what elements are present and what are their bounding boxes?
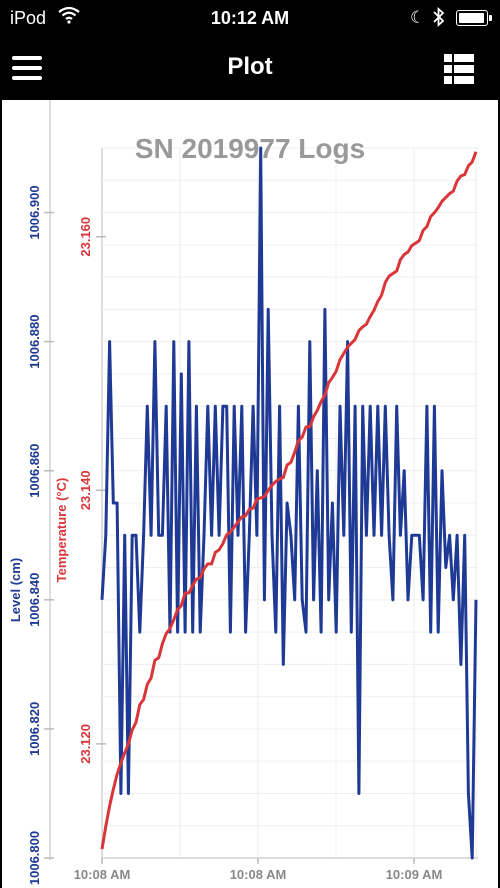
- plot-area[interactable]: 1006.800 1006.820 1006.840 1006.860 1006.880…: [2, 100, 498, 888]
- left-tick-label: 1006.880: [27, 315, 42, 369]
- x-tick-label: 10:09 AM: [386, 867, 443, 882]
- left-tick-label: 1006.800: [27, 831, 42, 885]
- left-tick-label: 1006.840: [27, 573, 42, 627]
- x-tick-label: 10:08 AM: [74, 867, 131, 882]
- nav-title: Plot: [227, 53, 273, 80]
- battery-icon: [456, 10, 492, 26]
- x-tick-label: 10:08 AM: [230, 867, 287, 882]
- temperature-series-line: [100, 151, 478, 850]
- nav-bar: Plot: [0, 36, 500, 100]
- level-series-line: [100, 146, 478, 860]
- menu-icon[interactable]: [10, 52, 50, 84]
- left-tick-label: 1006.860: [27, 444, 42, 498]
- status-bar: iPod 10:12 AM ☾: [0, 0, 500, 36]
- carrier-label: iPod: [10, 8, 47, 28]
- right-tick-label: 23.140: [78, 470, 93, 510]
- list-icon[interactable]: [440, 52, 480, 86]
- wifi-icon: [58, 6, 80, 24]
- left-axis-title: Level (cm): [8, 558, 23, 622]
- left-tick-label: 1006.820: [27, 702, 42, 756]
- right-tick-label: 23.160: [78, 217, 93, 257]
- battery-level: [459, 13, 484, 23]
- right-axis-title: Temperature (°C): [54, 478, 69, 583]
- status-time: 10:12 AM: [210, 8, 290, 28]
- left-tick-label: 1006.900: [27, 185, 42, 239]
- bluetooth-icon: [433, 7, 445, 27]
- right-tick-label: 23.120: [78, 724, 93, 764]
- chart-title: SN 2019977 Logs: [135, 133, 365, 164]
- chart[interactable]: 1006.800 1006.820 1006.840 1006.860 1006.880…: [2, 100, 498, 888]
- moon-icon: ☾: [410, 8, 426, 27]
